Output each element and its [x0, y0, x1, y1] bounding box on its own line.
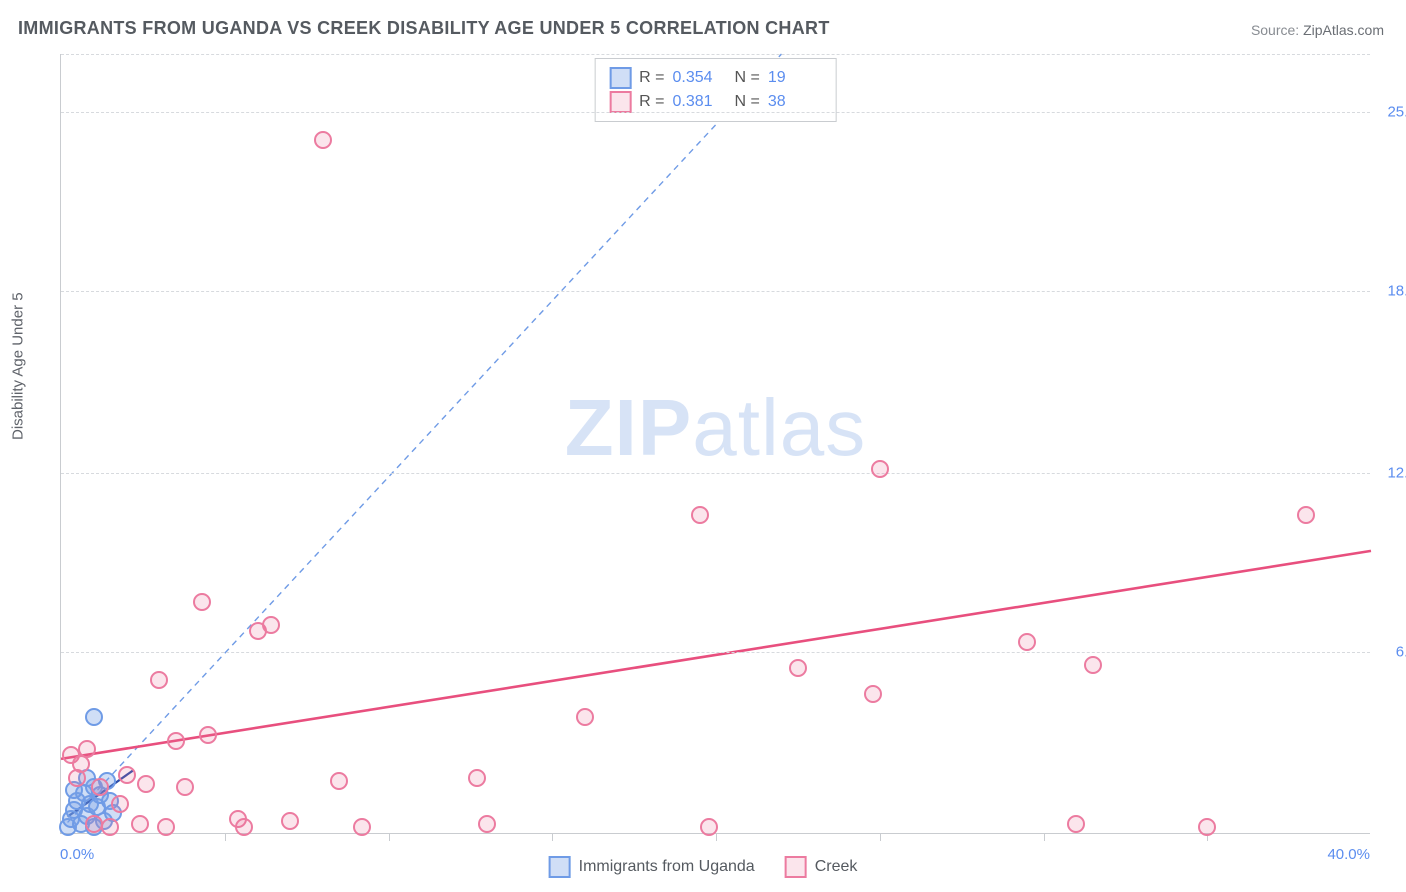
- y-tick-label: 18.8%: [1375, 282, 1406, 299]
- data-point: [193, 593, 211, 611]
- data-point: [478, 815, 496, 833]
- data-point: [85, 708, 103, 726]
- legend-swatch-blue-icon: [549, 856, 571, 878]
- gridline: [61, 473, 1370, 474]
- data-point: [235, 818, 253, 836]
- r-label: R =: [639, 69, 664, 87]
- data-point: [314, 131, 332, 149]
- data-point: [199, 726, 217, 744]
- r-label: R =: [639, 93, 664, 111]
- data-point: [85, 815, 103, 833]
- x-tick: [716, 833, 717, 841]
- r-value-blue: 0.354: [673, 69, 727, 87]
- data-point: [789, 659, 807, 677]
- x-tick: [880, 833, 881, 841]
- x-axis-max-label: 40.0%: [1327, 846, 1370, 863]
- data-point: [700, 818, 718, 836]
- data-point: [691, 506, 709, 524]
- n-value-blue: 19: [768, 69, 822, 87]
- data-point: [78, 740, 96, 758]
- y-tick-label: 6.3%: [1375, 644, 1406, 661]
- swatch-pink-icon: [609, 91, 631, 113]
- y-axis-label: Disability Age Under 5: [10, 292, 27, 440]
- x-axis-min-label: 0.0%: [60, 846, 94, 863]
- plot-area: ZIPatlas R = 0.354 N = 19 R = 0.381 N = …: [60, 54, 1370, 834]
- stats-row-pink: R = 0.381 N = 38: [609, 91, 822, 113]
- bottom-legend: Immigrants from Uganda Creek: [549, 856, 858, 878]
- x-tick: [1044, 833, 1045, 841]
- y-tick-label: 25.0%: [1375, 103, 1406, 120]
- data-point: [330, 772, 348, 790]
- legend-item-pink: Creek: [785, 856, 858, 878]
- source-name: ZipAtlas.com: [1303, 22, 1384, 38]
- chart-container: IMMIGRANTS FROM UGANDA VS CREEK DISABILI…: [0, 0, 1406, 892]
- x-tick: [225, 833, 226, 841]
- data-point: [1084, 656, 1102, 674]
- data-point: [1297, 506, 1315, 524]
- data-point: [176, 778, 194, 796]
- x-tick: [389, 833, 390, 841]
- r-value-pink: 0.381: [673, 93, 727, 111]
- data-point: [281, 812, 299, 830]
- source-attribution: Source: ZipAtlas.com: [1251, 22, 1384, 38]
- data-point: [131, 815, 149, 833]
- data-point: [576, 708, 594, 726]
- legend-item-blue: Immigrants from Uganda: [549, 856, 755, 878]
- swatch-blue-icon: [609, 67, 631, 89]
- data-point: [167, 732, 185, 750]
- gridline: [61, 652, 1370, 653]
- n-label: N =: [735, 93, 760, 111]
- gridline: [61, 112, 1370, 113]
- n-label: N =: [735, 69, 760, 87]
- stats-row-blue: R = 0.354 N = 19: [609, 67, 822, 89]
- data-point: [1067, 815, 1085, 833]
- data-point: [137, 775, 155, 793]
- legend-label-pink: Creek: [815, 858, 858, 876]
- y-tick-label: 12.5%: [1375, 464, 1406, 481]
- data-point: [150, 671, 168, 689]
- data-point: [1018, 633, 1036, 651]
- data-point: [468, 769, 486, 787]
- chart-title: IMMIGRANTS FROM UGANDA VS CREEK DISABILI…: [18, 18, 830, 39]
- x-tick: [552, 833, 553, 841]
- data-point: [871, 460, 889, 478]
- legend-label-blue: Immigrants from Uganda: [579, 858, 755, 876]
- n-value-pink: 38: [768, 93, 822, 111]
- data-point: [91, 778, 109, 796]
- trend-lines: [61, 54, 1370, 833]
- trend-line: [68, 54, 782, 822]
- legend-swatch-pink-icon: [785, 856, 807, 878]
- data-point: [262, 616, 280, 634]
- gridline: [61, 54, 1370, 55]
- trend-line: [61, 551, 1371, 759]
- data-point: [1198, 818, 1216, 836]
- data-point: [118, 766, 136, 784]
- source-prefix: Source:: [1251, 22, 1303, 38]
- gridline: [61, 291, 1370, 292]
- data-point: [864, 685, 882, 703]
- data-point: [101, 818, 119, 836]
- data-point: [353, 818, 371, 836]
- data-point: [111, 795, 129, 813]
- data-point: [157, 818, 175, 836]
